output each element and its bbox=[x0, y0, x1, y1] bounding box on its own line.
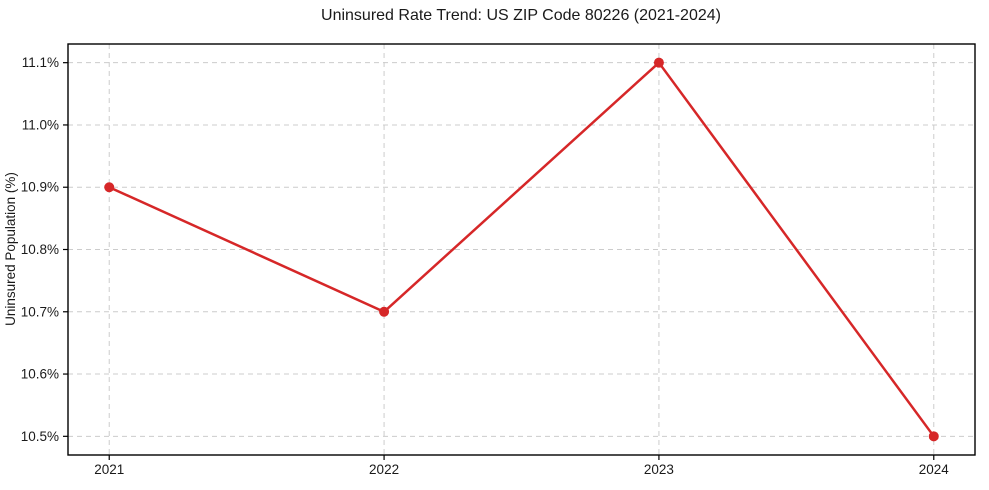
x-tick-label: 2024 bbox=[919, 462, 950, 477]
plot-area: 10.5% 10.6% 10.7% 10.8% 10.9% 11.0% 11.1% 2021 2… bbox=[21, 43, 976, 477]
data-point bbox=[379, 306, 390, 317]
y-tick-label: 11.0% bbox=[22, 117, 59, 132]
x-tick-label: 2021 bbox=[94, 462, 124, 477]
y-tick-label: 10.5% bbox=[21, 429, 59, 444]
data-point bbox=[928, 431, 939, 442]
y-tick-label: 10.6% bbox=[21, 367, 59, 382]
data-point bbox=[104, 182, 115, 193]
y-tick-label: 11.1% bbox=[22, 55, 59, 70]
data-point bbox=[653, 57, 664, 68]
y-tick-label: 10.8% bbox=[21, 242, 59, 257]
y-tick-label: 10.9% bbox=[21, 180, 59, 195]
x-tick-label: 2022 bbox=[369, 462, 399, 477]
y-tick-label: 10.7% bbox=[21, 304, 59, 319]
y-axis-label: Uninsured Population (%) bbox=[3, 172, 18, 326]
x-tick-label: 2023 bbox=[644, 462, 674, 477]
data-line bbox=[107, 61, 936, 438]
axis-frame bbox=[67, 43, 976, 456]
chart-title: Uninsured Rate Trend: US ZIP Code 80226 … bbox=[321, 7, 721, 24]
